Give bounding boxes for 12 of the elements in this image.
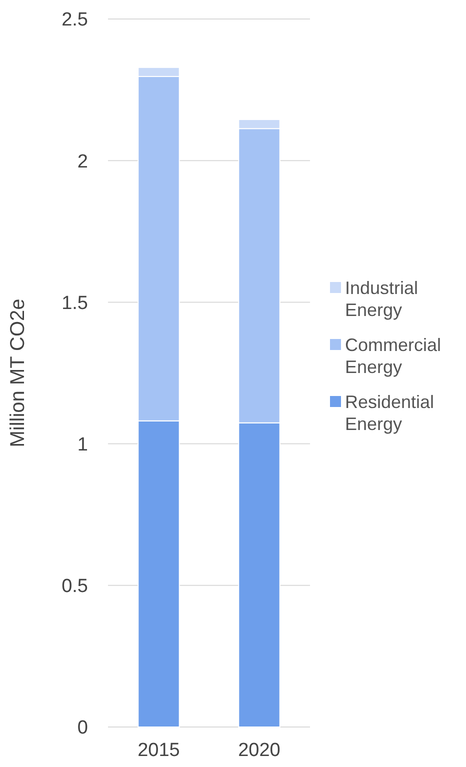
y-tick-label: 1.5 — [62, 292, 88, 314]
y-tick-label: 2 — [77, 151, 88, 172]
x-tick-label: 2020 — [238, 740, 280, 761]
legend-label: Commercial Energy — [345, 335, 442, 377]
y-tick-label: 0.5 — [62, 576, 88, 598]
legend-label: Industrial Energy — [345, 278, 418, 320]
x-tick-label: 2015 — [138, 740, 180, 761]
y-axis-title: Million MT CO2e — [7, 298, 29, 448]
y-tick-label: 0 — [77, 718, 88, 739]
y-tick-label: 1 — [77, 434, 88, 456]
y-tick-label: 2.5 — [62, 10, 88, 31]
legend-label: Residential Energy — [345, 392, 434, 434]
